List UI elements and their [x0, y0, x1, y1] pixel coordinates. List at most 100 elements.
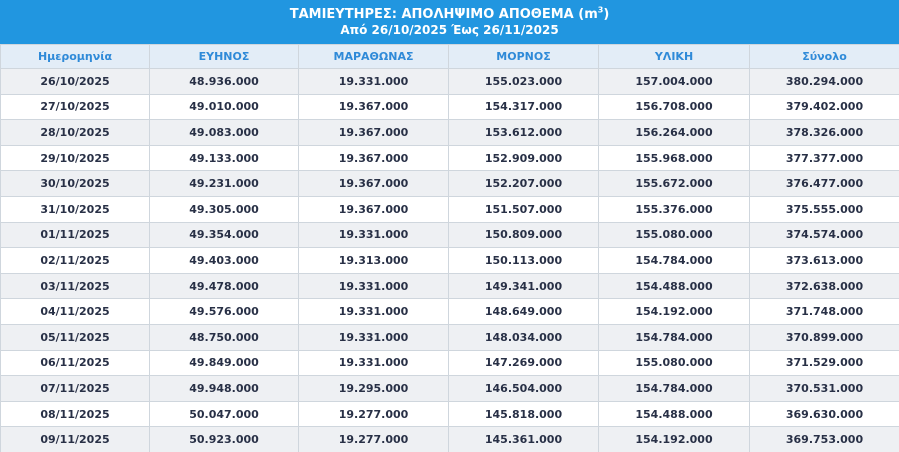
cell-total: 380.294.000 [749, 68, 899, 95]
cell-total: 374.574.000 [749, 221, 899, 249]
cell-total: 373.613.000 [749, 247, 899, 274]
table-row: 05/11/2025 48.750.000 19.331.000 148.034.00… [0, 323, 899, 351]
cell-mornos: 150.113.000 [448, 247, 599, 274]
cell-yliki: 154.192.000 [598, 298, 750, 325]
cell-marathonas: 19.331.000 [298, 349, 449, 377]
table-row: 28/10/2025 49.083.000 19.367.000 153.612.00… [0, 119, 899, 146]
cell-date: 26/10/2025 [0, 68, 150, 95]
cell-yliki: 154.784.000 [598, 247, 750, 274]
cell-yliki: 155.376.000 [598, 195, 750, 223]
cell-yliki: 154.488.000 [598, 272, 750, 300]
cell-evinos: 49.576.000 [149, 298, 299, 325]
cell-mornos: 154.317.000 [448, 93, 599, 121]
cell-yliki: 155.672.000 [598, 170, 750, 197]
table-row: 04/11/2025 49.576.000 19.331.000 148.649.00… [0, 298, 899, 325]
cell-total: 377.377.000 [749, 144, 899, 172]
cell-total: 372.638.000 [749, 272, 899, 300]
table-row: 08/11/2025 50.047.000 19.277.000 145.818.00… [0, 400, 899, 428]
cell-mornos: 155.023.000 [448, 68, 599, 95]
cell-evinos: 49.133.000 [149, 144, 299, 172]
report-title: ΤΑΜΙΕΥΤΗΡΕΣ: ΑΠΟΛΗΨΙΜΟ ΑΠΟΘΕΜΑ (m3) [290, 6, 610, 23]
cell-date: 08/11/2025 [0, 400, 150, 428]
report-header: ΤΑΜΙΕΥΤΗΡΕΣ: ΑΠΟΛΗΨΙΜΟ ΑΠΟΘΕΜΑ (m3) Από … [0, 0, 899, 44]
cell-date: 29/10/2025 [0, 144, 150, 172]
cell-total: 370.899.000 [749, 323, 899, 351]
cell-evinos: 49.231.000 [149, 170, 299, 197]
cell-evinos: 49.010.000 [149, 93, 299, 121]
cell-mornos: 147.269.000 [448, 349, 599, 377]
cell-date: 04/11/2025 [0, 298, 150, 325]
cell-evinos: 49.849.000 [149, 349, 299, 377]
cell-evinos: 49.948.000 [149, 375, 299, 402]
report-title-close: ) [603, 7, 610, 22]
report-title-text: ΤΑΜΙΕΥΤΗΡΕΣ: ΑΠΟΛΗΨΙΜΟ ΑΠΟΘΕΜΑ (m [289, 7, 598, 22]
cell-total: 379.402.000 [749, 93, 899, 121]
cell-marathonas: 19.331.000 [298, 221, 449, 249]
cell-date: 06/11/2025 [0, 349, 150, 377]
reservoir-table: Ημερομηνία ΕΥΗΝΟΣ ΜΑΡΑΘΩΝΑΣ ΜΟΡΝΟΣ ΥΛΙΚΗ… [0, 44, 899, 452]
cell-date: 07/11/2025 [0, 375, 150, 402]
cell-date: 27/10/2025 [0, 93, 150, 121]
cell-yliki: 154.784.000 [598, 323, 750, 351]
table-row: 30/10/2025 49.231.000 19.367.000 152.207.00… [0, 170, 899, 197]
cell-mornos: 149.341.000 [448, 272, 599, 300]
cell-evinos: 48.936.000 [149, 68, 299, 95]
cell-date: 30/10/2025 [0, 170, 150, 197]
table-row: 29/10/2025 49.133.000 19.367.000 152.909.00… [0, 144, 899, 172]
column-header-marathonas: ΜΑΡΑΘΩΝΑΣ [298, 44, 449, 69]
cell-mornos: 145.361.000 [448, 426, 599, 452]
cell-total: 369.630.000 [749, 400, 899, 428]
cell-marathonas: 19.295.000 [298, 375, 449, 402]
cell-marathonas: 19.277.000 [298, 400, 449, 428]
cell-marathonas: 19.367.000 [298, 144, 449, 172]
cell-date: 02/11/2025 [0, 247, 150, 274]
cell-yliki: 155.080.000 [598, 349, 750, 377]
table-body: 26/10/2025 48.936.000 19.331.000 155.023.00… [0, 68, 899, 452]
cell-yliki: 154.192.000 [598, 426, 750, 452]
cell-evinos: 49.403.000 [149, 247, 299, 274]
column-header-mornos: ΜΟΡΝΟΣ [448, 44, 599, 69]
table-row: 09/11/2025 50.923.000 19.277.000 145.361.00… [0, 426, 899, 452]
cell-mornos: 148.649.000 [448, 298, 599, 325]
table-row: 01/11/2025 49.354.000 19.331.000 150.809.00… [0, 221, 899, 249]
cell-yliki: 154.784.000 [598, 375, 750, 402]
table-header-row: Ημερομηνία ΕΥΗΝΟΣ ΜΑΡΑΘΩΝΑΣ ΜΟΡΝΟΣ ΥΛΙΚΗ… [0, 44, 899, 69]
cell-yliki: 156.264.000 [598, 119, 750, 146]
table-row: 06/11/2025 49.849.000 19.331.000 147.269.00… [0, 349, 899, 377]
cell-date: 01/11/2025 [0, 221, 150, 249]
cell-evinos: 48.750.000 [149, 323, 299, 351]
cell-marathonas: 19.331.000 [298, 272, 449, 300]
table-row: 26/10/2025 48.936.000 19.331.000 155.023.00… [0, 68, 899, 95]
table-row: 02/11/2025 49.403.000 19.313.000 150.113.00… [0, 247, 899, 274]
column-header-total: Σύνολο [749, 44, 899, 69]
cell-marathonas: 19.367.000 [298, 93, 449, 121]
cell-mornos: 151.507.000 [448, 195, 599, 223]
cell-date: 09/11/2025 [0, 426, 150, 452]
cell-yliki: 155.080.000 [598, 221, 750, 249]
cell-yliki: 154.488.000 [598, 400, 750, 428]
cell-mornos: 146.504.000 [448, 375, 599, 402]
cell-total: 371.529.000 [749, 349, 899, 377]
cell-evinos: 50.047.000 [149, 400, 299, 428]
column-header-yliki: ΥΛΙΚΗ [598, 44, 750, 69]
column-header-evinos: ΕΥΗΝΟΣ [149, 44, 299, 69]
cell-marathonas: 19.367.000 [298, 119, 449, 146]
cell-marathonas: 19.367.000 [298, 170, 449, 197]
cell-date: 03/11/2025 [0, 272, 150, 300]
report-title-superscript: 3 [597, 5, 604, 15]
cell-evinos: 50.923.000 [149, 426, 299, 452]
table-row: 27/10/2025 49.010.000 19.367.000 154.317.00… [0, 93, 899, 121]
cell-marathonas: 19.331.000 [298, 68, 449, 95]
cell-date: 05/11/2025 [0, 323, 150, 351]
table-row: 31/10/2025 49.305.000 19.367.000 151.507.00… [0, 195, 899, 223]
table-row: 03/11/2025 49.478.000 19.331.000 149.341.00… [0, 272, 899, 300]
table-row: 07/11/2025 49.948.000 19.295.000 146.504.00… [0, 375, 899, 402]
cell-yliki: 157.004.000 [598, 68, 750, 95]
cell-total: 370.531.000 [749, 375, 899, 402]
cell-evinos: 49.478.000 [149, 272, 299, 300]
cell-marathonas: 19.331.000 [298, 298, 449, 325]
cell-marathonas: 19.331.000 [298, 323, 449, 351]
cell-evinos: 49.083.000 [149, 119, 299, 146]
cell-marathonas: 19.277.000 [298, 426, 449, 452]
